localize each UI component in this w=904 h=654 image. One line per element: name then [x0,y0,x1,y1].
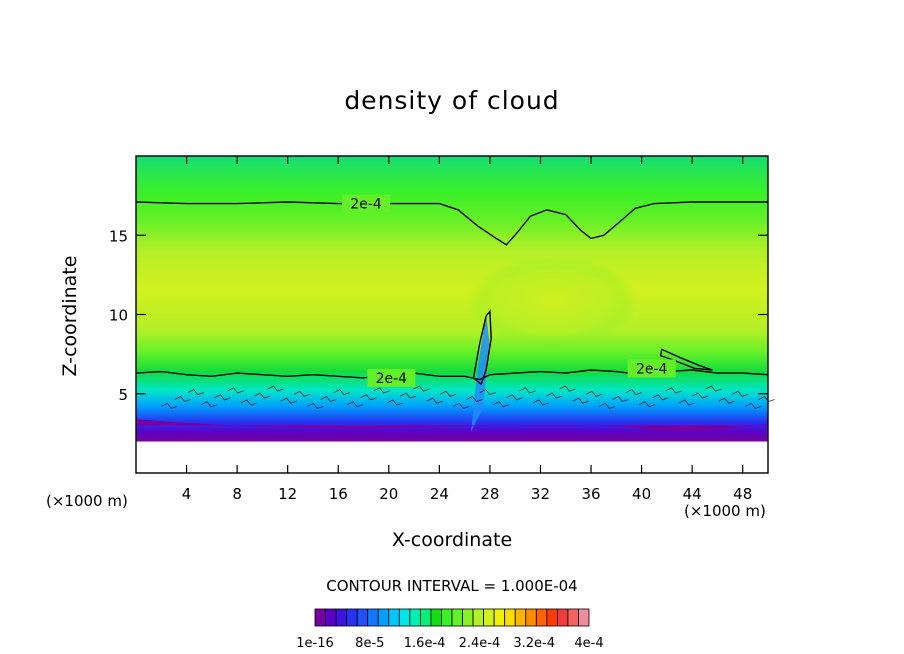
y-tick-label: 10 [109,307,128,325]
colorbar-label: 3.2e-4 [513,636,555,651]
contour-label-bg [367,368,416,387]
colorbar-swatch [567,608,579,627]
contour-label-2: 2e-4 [376,371,408,387]
colorbar-swatch [514,608,527,627]
x-tick-label: 24 [430,485,449,503]
contour-label-1: 2e-4 [350,197,382,213]
contour-base-fragments [161,385,775,409]
colorbar-swatch [367,608,379,627]
colorbar-swatch [556,608,569,627]
colorbar-swatch [462,608,474,627]
x-tick-label: 48 [733,485,752,503]
contour-interval-text: CONTOUR INTERVAL = 1.000E-04 [326,577,578,595]
colorbar-swatch [419,608,432,627]
contour-plume-2e-4 [472,309,492,386]
colorbar-swatch [409,608,421,627]
contour-label-bg [342,194,391,213]
y-tick-label: 5 [118,386,128,404]
colorbar-swatch [325,608,337,627]
y-tick-label: 15 [109,227,128,245]
colorbar-swatch [504,608,516,627]
colorbar-label: 1.6e-4 [404,636,446,651]
colorbar-swatch [388,608,400,627]
colorbar-swatch [483,608,495,627]
colorbar-swatch [430,608,442,627]
x-tick-label: 40 [632,485,651,503]
contour-lines: 2e-4 2e-4 2e-4 [135,194,775,409]
density-background [136,156,768,473]
colorbar-swatch [314,608,326,627]
colorbar-label: 4e-4 [574,636,603,651]
x-tick-label: 4 [182,485,192,503]
colorbar-swatch [451,608,463,627]
x-unit-label-left: (×1000 m) [46,492,128,510]
density-bulge [468,256,639,347]
colorbar-swatch [398,608,411,627]
colorbar-swatch [441,608,453,627]
contour-label-3: 2e-4 [636,361,668,377]
chart-title: density of cloud [344,86,560,115]
contour-label-bg [627,359,676,378]
x-tick-label: 12 [278,485,297,503]
colorbar-swatch [546,608,558,627]
x-tick-label: 36 [581,485,600,503]
x-tick-label: 28 [480,485,499,503]
x-tick-label: 44 [683,485,702,503]
colorbar: 1e-16 8e-5 1.6e-4 2.4e-4 3.2e-4 4e-4 [296,608,604,651]
x-unit-label-right: (×1000 m) [684,502,766,520]
density-plume [470,314,490,432]
density-lower-edge [136,419,768,431]
x-tick-label: 20 [379,485,398,503]
colorbar-swatch [535,608,548,627]
colorbar-label: 1e-16 [296,636,334,651]
x-tick-label: 8 [232,485,242,503]
contour-lens-2e-4 [659,348,713,371]
contour-upper-2e-4 [135,201,768,246]
colorbar-swatch [377,608,390,627]
x-tick-label: 32 [531,485,550,503]
colorbar-swatch [356,608,369,627]
x-tick-label: 16 [329,485,348,503]
density-field [136,156,768,473]
colorbar-label: 8e-5 [355,636,384,651]
colorbar-swatch [493,608,506,627]
colorbar-swatch [346,608,358,627]
colorbar-swatch [335,608,348,627]
x-axis-label: X-coordinate [391,529,513,551]
colorbar-label: 2.4e-4 [459,636,501,651]
colorbar-swatch [525,608,537,627]
colorbar-swatch [578,608,590,627]
colorbar-swatch [472,608,485,627]
